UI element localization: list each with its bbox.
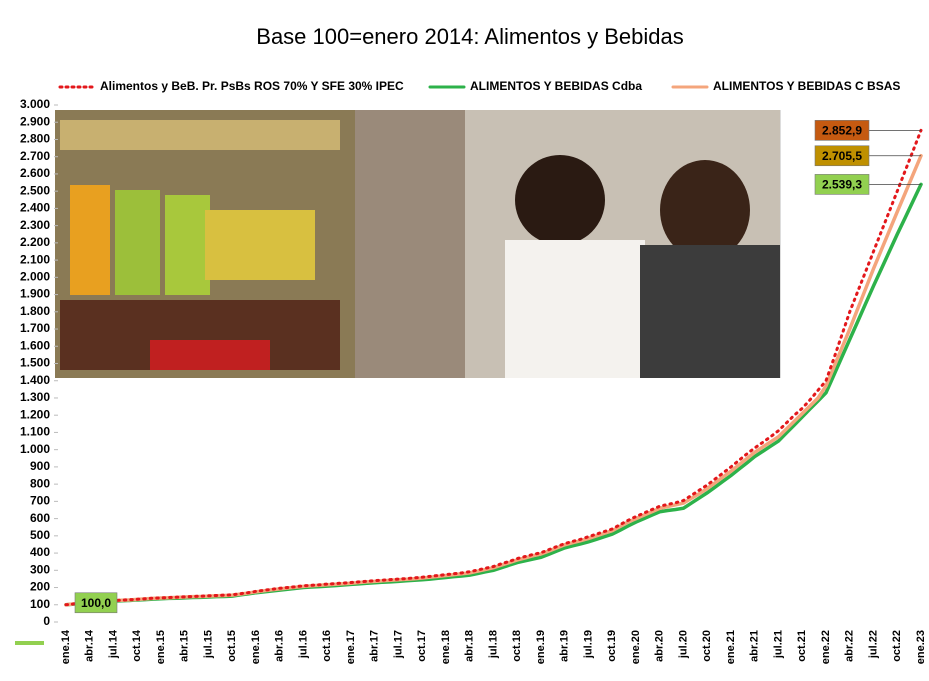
y-tick-label: 0	[43, 614, 50, 628]
y-tick-label: 900	[30, 459, 50, 473]
chart: Base 100=enero 2014: Alimentos y Bebidas…	[0, 0, 929, 681]
y-tick-label: 3.000	[20, 97, 50, 111]
x-tick-label: oct.18	[511, 630, 523, 662]
x-tick-label: ene.22	[820, 630, 832, 664]
x-tick-label: ene.16	[250, 630, 262, 664]
x-tick-label: jul.19	[582, 630, 594, 659]
y-tick-label: 400	[30, 545, 50, 559]
y-tick-label: 2.100	[20, 252, 50, 266]
chart-title: Base 100=enero 2014: Alimentos y Bebidas	[256, 24, 683, 49]
value-label: 100,0	[81, 596, 111, 610]
x-tick-label: ene.18	[440, 630, 452, 664]
y-tick-label: 500	[30, 528, 50, 542]
x-tick-label: abr.17	[369, 630, 381, 662]
y-tick-label: 2.700	[20, 149, 50, 163]
x-tick-label: abr.14	[84, 629, 96, 662]
x-tick-label: ene.20	[630, 630, 642, 664]
x-tick-label: jul.14	[107, 629, 119, 659]
y-tick-label: 2.400	[20, 201, 50, 215]
y-tick-label: 2.900	[20, 114, 50, 128]
value-label: 2.852,9	[822, 124, 862, 138]
x-tick-label: oct.21	[796, 630, 808, 662]
x-tick-label: ene.23	[915, 630, 927, 664]
x-tick-label: jul.22	[867, 630, 879, 659]
y-tick-label: 1.800	[20, 304, 50, 318]
x-tick-label: ene.19	[535, 630, 547, 664]
y-tick-label: 200	[30, 580, 50, 594]
value-label: 2.539,3	[822, 178, 862, 192]
y-tick-label: 2.500	[20, 183, 50, 197]
x-tick-label: oct.15	[226, 630, 238, 662]
y-tick-label: 1.100	[20, 425, 50, 439]
y-tick-label: 1.200	[20, 407, 50, 421]
x-tick-label: oct.14	[131, 629, 143, 662]
y-tick-label: 1.600	[20, 338, 50, 352]
x-tick-label: oct.20	[701, 630, 713, 662]
y-tick-label: 700	[30, 494, 50, 508]
x-tick-label: abr.19	[559, 630, 571, 662]
y-tick-label: 1.900	[20, 287, 50, 301]
y-tick-label: 2.200	[20, 235, 50, 249]
photo	[55, 110, 781, 378]
legend-label: ALIMENTOS Y BEBIDAS C BSAS	[713, 79, 900, 93]
x-tick-label: ene.17	[345, 630, 357, 664]
y-tick-label: 100	[30, 597, 50, 611]
x-tick-label: jul.15	[202, 630, 214, 659]
x-tick-label: jul.16	[297, 630, 309, 659]
y-tick-label: 1.500	[20, 356, 50, 370]
x-tick-label: ene.15	[155, 630, 167, 664]
y-tick-label: 1.300	[20, 390, 50, 404]
y-tick-label: 2.600	[20, 166, 50, 180]
x-tick-label: abr.18	[464, 630, 476, 662]
x-tick-label: jul.18	[487, 630, 499, 659]
x-tick-label: abr.15	[179, 630, 191, 662]
x-tick-label: oct.16	[321, 630, 333, 662]
x-tick-label: jul.17	[392, 630, 404, 659]
x-tick-label: oct.19	[606, 630, 618, 662]
x-tick-label: abr.22	[844, 630, 856, 662]
y-tick-label: 600	[30, 511, 50, 525]
y-tick-label: 800	[30, 476, 50, 490]
legend-label: ALIMENTOS Y BEBIDAS Cdba	[470, 79, 642, 93]
x-tick-label: abr.20	[654, 630, 666, 662]
x-tick-label: abr.16	[274, 630, 286, 662]
y-tick-label: 1.400	[20, 373, 50, 387]
x-tick-label: ene.21	[725, 630, 737, 664]
x-tick-label: oct.17	[416, 630, 428, 662]
x-tick-label: oct.22	[891, 630, 903, 662]
x-tick-label: jul.20	[677, 630, 689, 659]
y-tick-label: 2.800	[20, 132, 50, 146]
x-tick-label: abr.21	[749, 630, 761, 662]
value-label: 2.705,5	[822, 149, 862, 163]
y-tick-label: 2.300	[20, 218, 50, 232]
legend-label: Alimentos y BeB. Pr. PsBs ROS 70% Y SFE …	[100, 79, 404, 93]
x-tick-label: ene.14	[60, 629, 72, 664]
y-tick-label: 1.000	[20, 442, 50, 456]
y-tick-label: 1.700	[20, 321, 50, 335]
x-tick-label: jul.21	[772, 630, 784, 659]
y-tick-label: 2.000	[20, 270, 50, 284]
y-tick-label: 300	[30, 562, 50, 576]
